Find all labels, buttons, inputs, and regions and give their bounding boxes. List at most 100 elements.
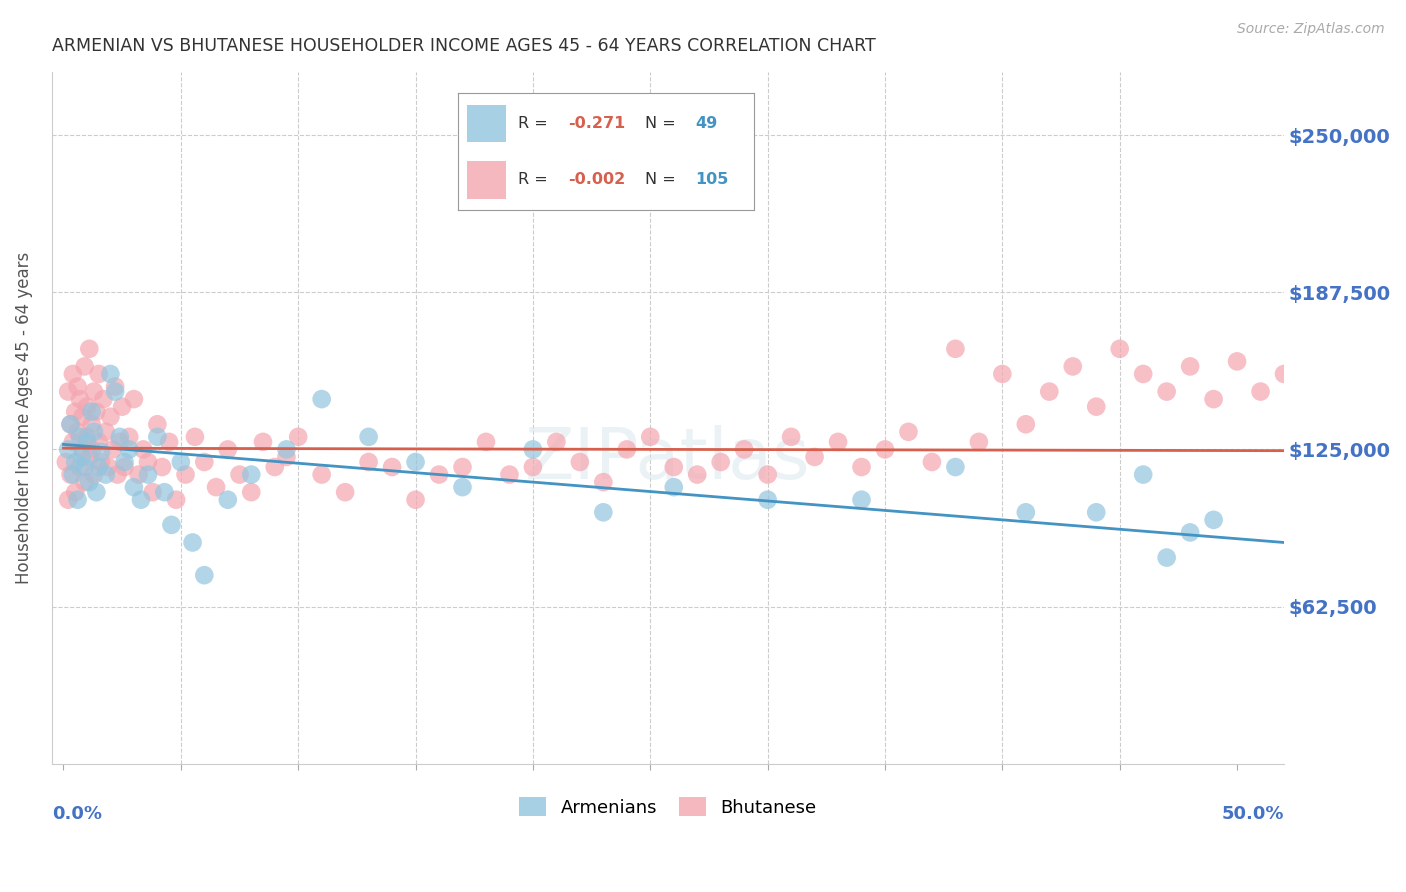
Point [101,442,124,457]
Point [86,485,108,500]
Point [263,460,285,475]
Point [136,467,159,482]
Point [945,342,967,356]
Point [710,455,733,469]
Point [94,467,117,482]
Point [333,485,356,500]
Point [827,434,849,449]
Point [142,485,165,500]
Point [100,367,122,381]
Text: ZIPatlas: ZIPatlas [524,425,811,494]
Point [1178,359,1201,374]
Legend: Armenians, Bhutanese: Armenians, Bhutanese [512,790,824,824]
Point [55,455,77,469]
Point [1202,513,1225,527]
Point [76,434,98,449]
Point [118,430,141,444]
Point [756,467,779,482]
Point [1156,550,1178,565]
Point [662,460,685,475]
Point [1015,417,1038,432]
Point [79,450,101,464]
Point [1085,505,1108,519]
Point [381,460,404,475]
Point [991,367,1014,381]
Point [72,442,94,457]
Point [94,425,117,439]
Point [129,492,152,507]
Point [66,492,89,507]
Point [1015,505,1038,519]
Point [66,379,89,393]
Point [87,367,110,381]
Point [65,405,87,419]
Point [104,379,127,393]
Point [592,475,614,489]
Point [205,480,228,494]
Point [217,442,239,457]
Point [780,430,803,444]
Point [69,460,91,475]
Point [83,384,105,399]
Point [1296,359,1319,374]
Point [181,535,204,549]
Point [114,460,136,475]
Point [240,485,263,500]
Point [136,455,159,469]
Point [108,434,131,449]
Point [79,475,101,489]
Point [662,480,685,494]
Point [146,430,169,444]
Point [405,492,427,507]
Point [1156,384,1178,399]
Point [83,467,105,482]
Point [108,430,131,444]
Point [76,400,98,414]
Point [83,425,105,439]
Point [640,430,662,444]
Point [90,455,112,469]
Point [56,442,79,457]
Point [65,485,87,500]
Point [1108,342,1130,356]
Point [851,460,873,475]
Point [80,417,103,432]
Point [184,430,207,444]
Point [73,475,96,489]
Point [157,434,180,449]
Point [69,392,91,406]
Point [475,434,498,449]
Point [132,442,155,457]
Point [405,455,427,469]
Point [150,460,173,475]
Point [1038,384,1060,399]
Point [252,434,274,449]
Point [122,392,145,406]
Point [56,384,79,399]
Point [114,455,136,469]
Point [851,492,873,507]
Point [122,480,145,494]
Point [69,430,91,444]
Point [97,460,120,475]
Point [240,467,263,482]
Point [756,492,779,507]
Point [80,405,103,419]
Point [100,409,122,424]
Point [592,505,614,519]
Point [193,455,215,469]
Point [276,442,298,457]
Point [107,467,129,482]
Point [451,460,474,475]
Point [1343,329,1365,343]
Point [160,517,183,532]
Point [1226,354,1249,368]
Point [568,455,591,469]
Text: Source: ZipAtlas.com: Source: ZipAtlas.com [1237,22,1385,37]
Point [146,417,169,432]
Point [65,455,87,469]
Point [686,467,709,482]
Point [945,460,967,475]
Text: 50.0%: 50.0% [1222,805,1284,823]
Point [165,492,187,507]
